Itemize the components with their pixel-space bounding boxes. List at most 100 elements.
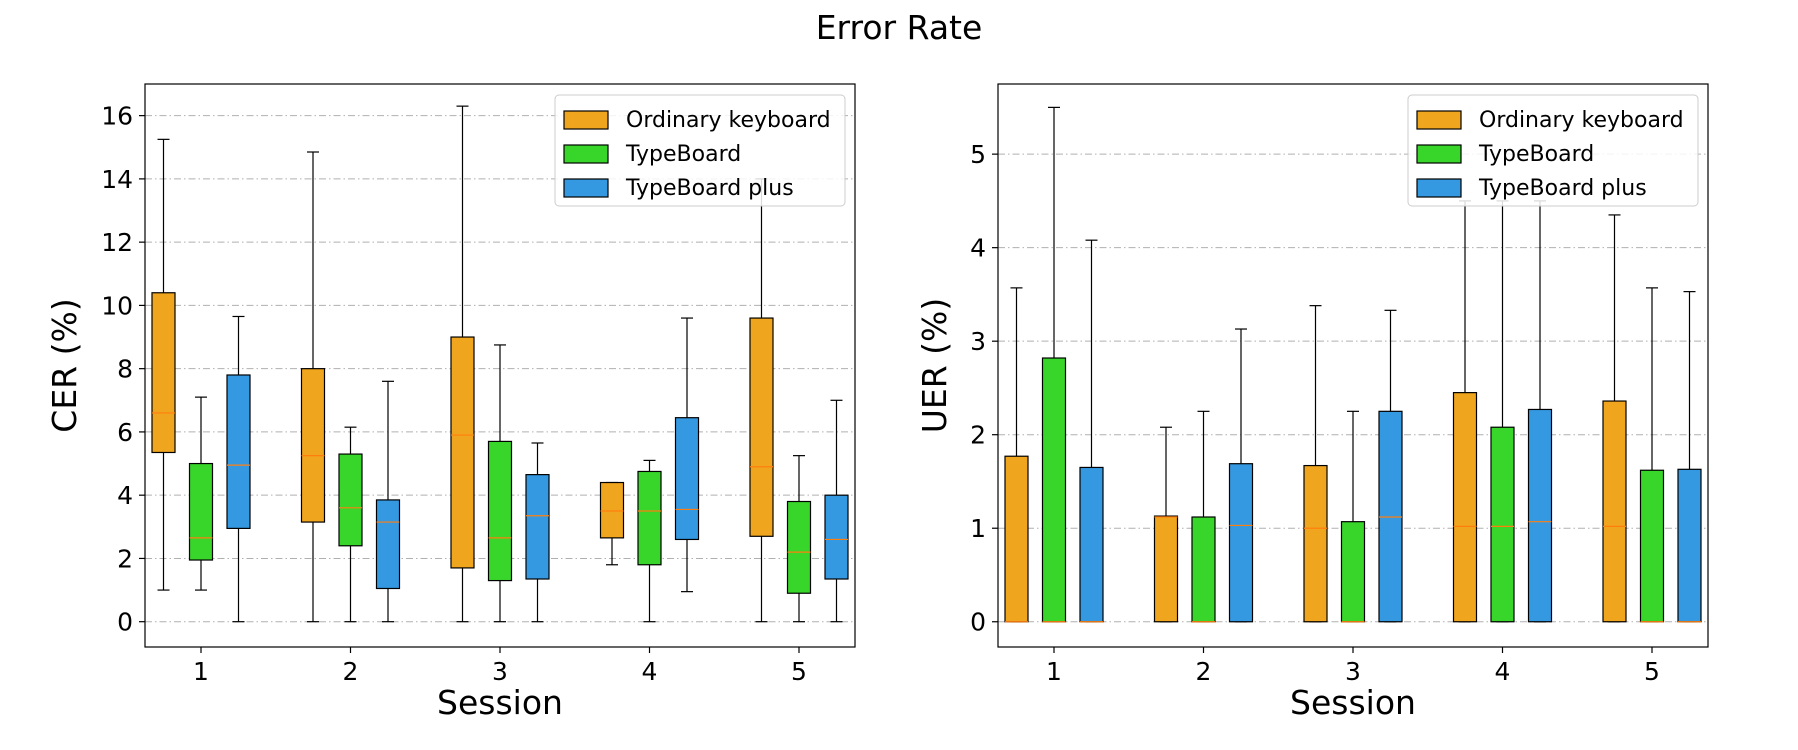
x-tick-label: 2 <box>343 657 359 686</box>
box-rect <box>151 292 176 454</box>
box-rect <box>824 494 849 580</box>
legend-label: TypeBoard plus <box>625 176 794 201</box>
x-tick-label: 3 <box>1345 657 1361 686</box>
box-rect <box>1527 408 1553 623</box>
box-2-s3-c5 <box>1677 291 1702 623</box>
legend-frame <box>1407 94 1699 207</box>
box-2-s2-c1 <box>1041 106 1067 623</box>
box-rect <box>1490 426 1515 623</box>
box-1-s1-c1 <box>151 138 176 591</box>
legend-label: Ordinary keyboard <box>1479 108 1684 133</box>
y-tick-label: 1 <box>970 514 986 543</box>
box-2-s2-c3 <box>1340 410 1366 623</box>
y-tick-label: 3 <box>970 327 986 356</box>
y-tick-label: 4 <box>970 234 986 263</box>
legend-swatch <box>1416 178 1462 198</box>
box-1-s2-c1 <box>188 396 214 591</box>
y-tick-label: 5 <box>970 140 986 169</box>
y-tick-label: 4 <box>117 481 133 510</box>
box-1-s3-c5 <box>824 399 849 623</box>
box-rect <box>450 336 475 569</box>
box-2-s3-c2 <box>1228 328 1254 623</box>
box-rect <box>300 368 326 523</box>
legend-swatch <box>563 178 609 198</box>
box-1-s2-c4 <box>637 459 662 623</box>
box-1-s3-c4 <box>674 317 700 593</box>
y-tick-label: 0 <box>970 608 986 637</box>
box-rect <box>1041 357 1067 623</box>
y-axis-label: CER (%) <box>45 298 84 432</box>
legend: Ordinary keyboard TypeBoard TypeBoard plus <box>1407 94 1699 207</box>
x-tick-label: 2 <box>1196 657 1212 686</box>
y-tick-label: 0 <box>117 608 133 637</box>
legend-swatch <box>1416 144 1462 164</box>
box-rect <box>637 470 662 566</box>
chart-panel-2: 0 1 2 3 4 5 1 2 3 4 5 Session UER (%) Ordinary keyboa… <box>915 83 1709 722</box>
box-1-s1-c4 <box>599 481 625 566</box>
x-tick-label: 4 <box>642 657 658 686</box>
box-rect <box>599 481 625 539</box>
y-tick-label: 2 <box>970 421 986 450</box>
y-tick-label: 10 <box>101 291 133 320</box>
box-1-s3-c3 <box>525 442 550 623</box>
x-tick-label: 5 <box>1644 657 1660 686</box>
y-tick-label: 2 <box>117 544 133 573</box>
figure-title: Error Rate <box>815 8 983 47</box>
box-rect <box>1079 466 1104 623</box>
box-rect <box>1677 468 1702 623</box>
box-rect <box>487 440 513 582</box>
box-1-s1-c5 <box>749 178 774 623</box>
y-axis-label: UER (%) <box>915 298 954 434</box>
box-2-s1-c2 <box>1153 426 1179 623</box>
box-rect <box>188 462 214 561</box>
box-rect <box>1602 400 1627 623</box>
x-tick-label: 5 <box>791 657 807 686</box>
x-axis-label: Session <box>1290 683 1416 722</box>
box-2-s3-c3 <box>1378 309 1403 623</box>
box-2-s2-c5 <box>1639 287 1665 623</box>
box-1-s1-c3 <box>450 105 475 623</box>
y-tick-label: 16 <box>101 102 133 131</box>
box-1-s2-c2 <box>338 426 363 623</box>
box-1-s2-c5 <box>786 455 812 623</box>
x-axis-label: Session <box>437 683 563 722</box>
legend-swatch <box>563 110 609 130</box>
box-1-s1-c2 <box>300 151 326 623</box>
legend-frame <box>554 94 846 207</box>
box-rect <box>786 500 812 594</box>
box-1-s2-c3 <box>487 344 513 623</box>
box-2-s2-c2 <box>1191 410 1216 623</box>
legend-label: TypeBoard <box>1478 142 1594 167</box>
y-tick-label: 8 <box>117 355 133 384</box>
legend-label: Ordinary keyboard <box>626 108 831 133</box>
box-2-s1-c3 <box>1303 305 1328 623</box>
box-1-s3-c2 <box>375 380 401 623</box>
legend-label: TypeBoard plus <box>1478 176 1647 201</box>
box-2-s2-c4 <box>1490 200 1515 623</box>
legend: Ordinary keyboard TypeBoard TypeBoard plus <box>554 94 846 207</box>
box-rect <box>1228 463 1254 623</box>
box-rect <box>226 374 251 529</box>
legend-label: TypeBoard <box>625 142 741 167</box>
legend-swatch <box>1416 110 1462 130</box>
box-rect <box>1153 515 1179 623</box>
x-tick-label: 1 <box>1046 657 1062 686</box>
y-tick-label: 12 <box>101 228 133 257</box>
box-rect <box>1639 469 1665 623</box>
box-2-s1-c5 <box>1602 214 1627 623</box>
box-2-s3-c4 <box>1527 200 1553 623</box>
y-tick-label: 14 <box>101 165 133 194</box>
box-rect <box>338 453 363 547</box>
box-1-s3-c1 <box>226 315 251 623</box>
box-rect <box>1452 392 1478 623</box>
y-tick-label: 6 <box>117 418 133 447</box>
box-2-s3-c1 <box>1079 239 1104 623</box>
legend-swatch <box>563 144 609 164</box>
x-tick-label: 3 <box>492 657 508 686</box>
box-rect <box>1303 464 1328 623</box>
box-rect <box>1191 516 1216 623</box>
box-rect <box>375 499 401 590</box>
box-rect <box>674 417 700 541</box>
